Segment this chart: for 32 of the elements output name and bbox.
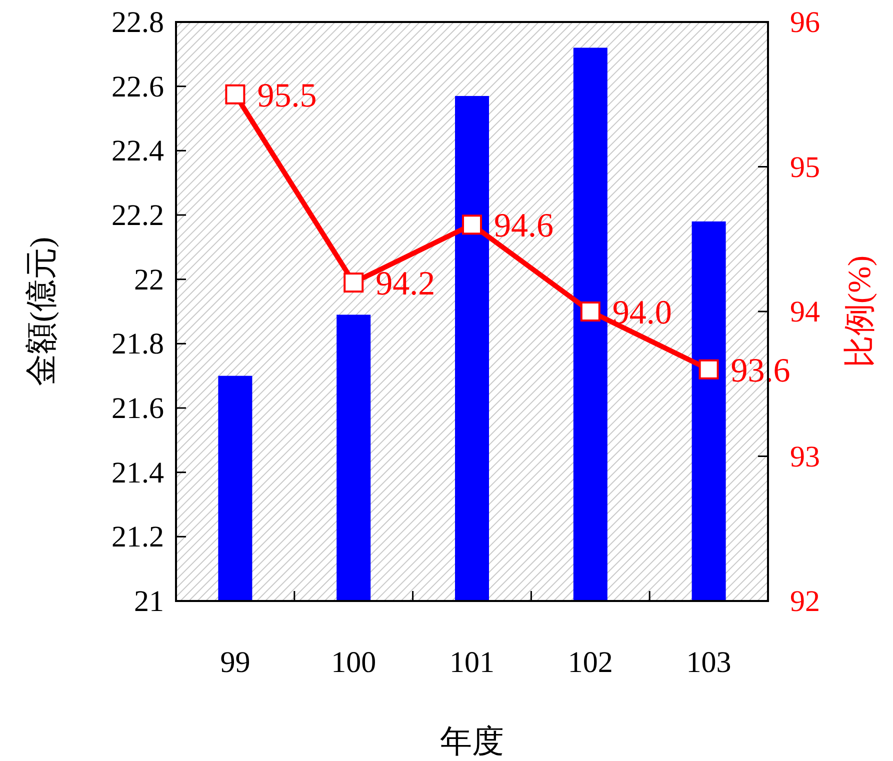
data-label: 95.5 [257, 77, 317, 114]
x-tick-label: 102 [568, 646, 613, 679]
y2-tick-label: 96 [790, 6, 820, 39]
y-tick-label: 21.8 [112, 328, 164, 361]
x-tick-label: 101 [450, 646, 494, 679]
y-tick-label: 22.8 [112, 6, 164, 39]
y2-tick-label: 93 [790, 440, 820, 474]
data-label: 94.2 [376, 266, 436, 303]
y2-tick-label: 94 [790, 296, 820, 328]
y-tick-label: 22 [134, 263, 164, 296]
point [580, 302, 600, 322]
point [462, 214, 482, 235]
data-label: 94.0 [612, 294, 672, 332]
x-tick-label: 100 [331, 646, 376, 679]
x-axis-title: 年度 [440, 723, 504, 759]
y-tick-label: 21.4 [112, 456, 164, 490]
point [344, 272, 364, 293]
y-tick-label: 22.4 [112, 134, 164, 168]
y2-axis-title: 比例(%) [841, 256, 877, 368]
data-label: 94.6 [494, 208, 554, 245]
x-tick-label: 103 [686, 646, 732, 679]
point [698, 359, 719, 380]
y-tick-label: 21 [134, 585, 164, 618]
x-tick-label: 99 [220, 646, 250, 679]
y2-tick-label: 95 [790, 150, 820, 184]
y-tick-label: 21.2 [112, 520, 164, 554]
y-tick-label: 21.6 [112, 392, 164, 425]
point [225, 84, 246, 104]
y-tick-label: 22.2 [112, 199, 164, 232]
y2-tick-label: 92 [790, 585, 820, 618]
y-axis-title: 金額(億元) [23, 236, 59, 386]
y-tick-label: 22.6 [112, 70, 164, 104]
